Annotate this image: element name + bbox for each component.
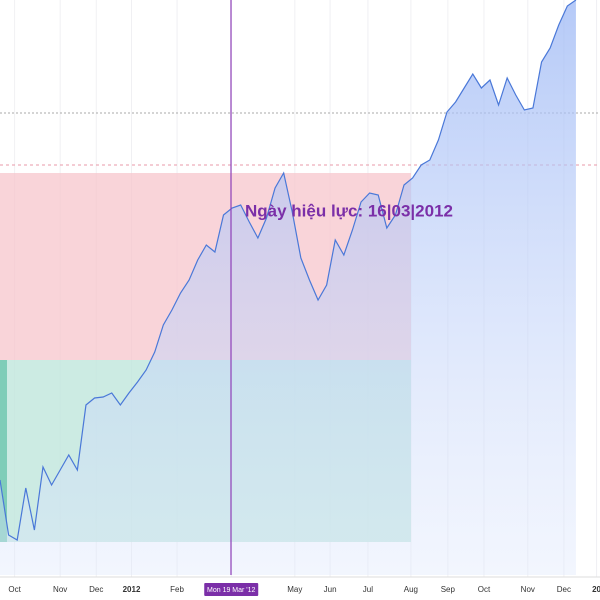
x-tick-label: Nov — [53, 585, 67, 594]
x-tick-label: Jun — [324, 585, 337, 594]
x-tick-label: Oct — [478, 585, 491, 594]
x-tick-label: Sep — [441, 585, 456, 594]
x-tick-label: Mon 19 Mar '12 — [207, 587, 256, 594]
x-tick-label: 20 — [592, 585, 600, 594]
x-tick-highlight — [204, 583, 259, 596]
x-tick-label: Nov — [521, 585, 535, 594]
x-tick-label: Dec — [557, 585, 571, 594]
area — [0, 0, 576, 575]
x-tick-label: Feb — [170, 585, 184, 594]
annotation: Ngày hiệu lực: 16|03|2012 — [245, 201, 453, 220]
x-tick-label: May — [287, 585, 302, 594]
price-line — [0, 0, 577, 541]
x-tick-label: Dec — [89, 585, 103, 594]
x-tick-label: Aug — [404, 585, 418, 594]
x-tick-label: Oct — [8, 585, 21, 594]
zone-edge — [0, 360, 7, 542]
x-tick-label: 2012 — [123, 585, 141, 594]
x-tick-label: Jul — [363, 585, 373, 594]
